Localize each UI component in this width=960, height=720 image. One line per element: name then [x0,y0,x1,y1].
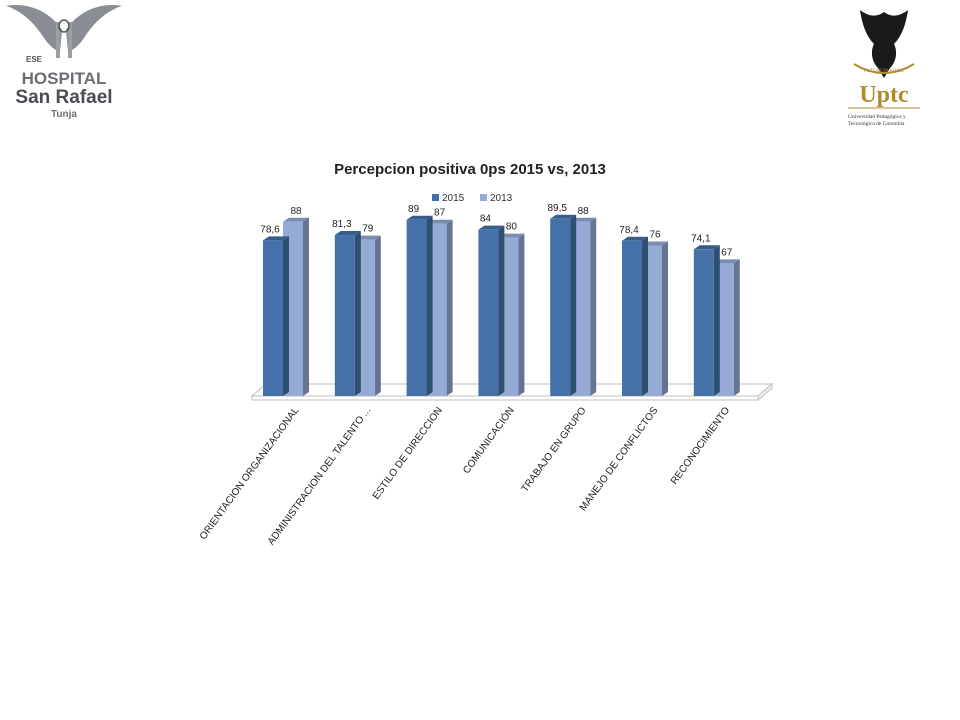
bar-front [263,240,283,396]
data-label-2015-5: 78,4 [619,225,639,236]
bar-2015-0 [263,236,289,396]
bar-top [354,235,381,240]
bar-2015-6 [693,245,720,396]
bar-front [622,240,642,396]
bar-2015-5 [622,236,648,396]
bar-side [642,236,648,396]
bar-top [478,225,505,230]
bar-side [570,214,577,396]
data-label-2013-2: 87 [434,208,446,219]
hospital-name-line1: HOSPITAL [22,69,107,88]
data-label-2015-3: 84 [480,214,492,225]
uptc-motto: FUTURUM ADIRE [864,69,905,74]
bar-side [283,236,289,396]
chart-title: Percepcion positiva 0ps 2015 vs, 2013 [334,161,606,178]
bar-top [622,236,648,241]
chart-legend: 2015 2013 [432,193,513,204]
hospital-name-line2: San Rafael [15,87,112,108]
bar-side [446,219,453,396]
data-label-2013-5: 76 [649,230,661,241]
bar-top [693,245,720,250]
data-label-2013-6: 67 [721,247,733,258]
bar-top [263,236,289,241]
legend-label-2015: 2015 [442,193,465,204]
category-label-2: ESTILO DE DIRECCION [371,405,445,501]
bar-2015-4 [550,214,577,396]
bar-side [426,215,433,396]
bar-side [354,231,361,396]
data-label-2015-2: 89 [408,204,420,215]
bar-top [283,217,309,222]
bar-2015-1 [334,231,361,396]
data-label-2013-4: 88 [578,206,590,217]
floor-front [251,395,759,401]
bar-top [642,241,668,246]
bar-side [590,217,597,396]
legend-swatch-2015 [432,194,439,201]
bar-side [733,259,740,396]
bar-top [498,233,525,238]
uptc-name-line1: Universidad Pedagógica y [848,114,906,120]
legend-swatch-2013 [480,194,487,201]
bar-top [406,215,433,220]
bar-front [550,218,571,396]
bar-side [518,233,525,396]
bar-top [570,217,597,222]
bar-front [334,235,355,396]
category-label-4: TRABAJO EN GRUPO [520,405,589,494]
chart-bars [263,214,740,396]
bar-side [662,241,668,396]
floor-side [757,382,773,402]
legend-label-2013: 2013 [490,193,513,204]
bar-2015-3 [478,225,505,396]
category-label-3: COMUNICACIÓN [460,404,517,476]
bar-side [303,217,309,396]
bar-front [478,229,499,396]
data-label-2013-0: 88 [290,206,302,217]
bar-2015-2 [406,215,433,396]
data-label-2015-6: 74,1 [691,233,711,244]
bar-top [550,214,577,219]
uptc-logo: FUTURUM ADIRE Uptc Universidad Pedagógic… [848,10,920,127]
data-labels: 88 78,6 79 81,3 87 89 80 84 88 89,5 76 78,4 67 74,1 [260,203,733,259]
uptc-name-line2: Tecnológica de Colombia [848,121,905,127]
data-label-2015-1: 81,3 [332,219,352,230]
data-label-2015-4: 89,5 [547,203,567,214]
wings-icon [6,5,122,58]
category-labels: ORIENTACION ORGANIZACIONALADMINISTRACION… [198,404,732,547]
bar-top [426,219,453,224]
data-label-2015-0: 78,6 [260,224,280,235]
bar-top [713,259,740,264]
category-label-6: RECONOCIMIENTO [669,405,732,487]
bar-side [374,235,381,396]
bar-side [713,245,720,396]
bar-front [693,249,714,396]
category-label-5: MANEJO DE CONFLICTOS [578,405,661,513]
hospital-name-line3: Tunja [51,109,77,120]
hospital-badge: ESE [26,55,43,64]
hospital-san-rafael-logo: ESE HOSPITAL San Rafael Tunja [6,5,122,120]
bar-top [334,231,361,236]
condor-emblem-icon [853,10,915,78]
bar-side [498,225,505,396]
bar-front [406,219,427,396]
data-label-2013-1: 79 [362,224,374,235]
uptc-acronym: Uptc [859,82,909,108]
data-label-2013-3: 80 [506,222,518,233]
